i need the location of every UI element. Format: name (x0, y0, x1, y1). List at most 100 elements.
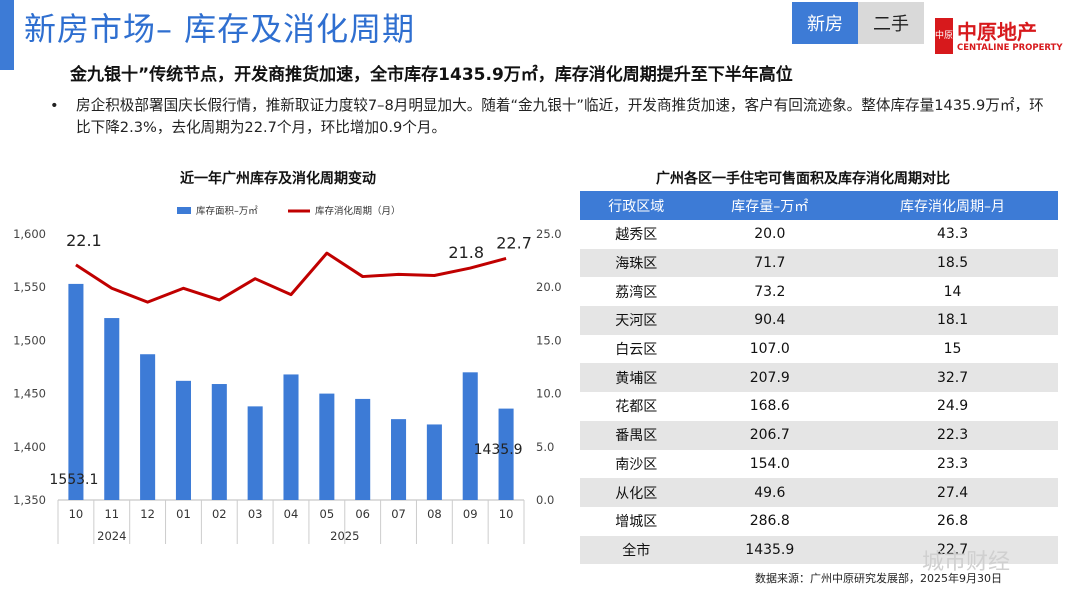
bar-inventory (462, 372, 478, 500)
table-total-row: 全市 1435.9 22.7 (580, 535, 1058, 565)
cell-inventory: 90.4 (692, 306, 848, 335)
bar-inventory (355, 398, 371, 500)
cell-inventory: 168.6 (692, 392, 848, 421)
table-title: 广州各区一手住宅可售面积及库存消化周期对比 (656, 171, 950, 187)
bar-inventory (104, 318, 120, 500)
y-left-tick-label: 1,400 (13, 440, 46, 454)
cell-inventory: 154.0 (692, 449, 848, 479)
market-tabs: 新房 二手 (792, 2, 924, 44)
y-left-tick-label: 1,500 (13, 333, 46, 347)
title-accent-bar (0, 0, 14, 70)
district-table: 行政区域 库存量–万㎡ 库存消化周期–月 越秀区 20.0 43.3 海珠区 71.7 1… (580, 191, 1058, 565)
x-tick-label: 12 (140, 507, 155, 521)
cell-inventory: 107.0 (692, 334, 848, 364)
centaline-logo: 中原 中原地产 CENTALINE PROPERTY (935, 16, 1075, 60)
inventory-chart: 库存面积–万㎡ 库存消化周期（月） 1,350 1,400 1,450 1,500 1,55… (13, 205, 562, 544)
cell-inventory: 49.6 (692, 478, 848, 507)
cell-inventory: 207.9 (692, 363, 848, 393)
cell-cycle: 32.7 (847, 363, 1058, 393)
cell-inventory: 73.2 (692, 277, 848, 307)
y-right-tick-label: 0.0 (536, 493, 554, 507)
y-left-tick-label: 1,350 (13, 493, 46, 507)
chart-title: 近一年广州库存及消化周期变动 (180, 171, 376, 187)
bullet-dot: • (50, 97, 59, 114)
cell-district: 白云区 (580, 334, 693, 364)
data-label: 22.7 (496, 233, 532, 252)
table-header-row: 行政区域 库存量–万㎡ 库存消化周期–月 (580, 191, 1058, 220)
headline: 金九银十”传统节点，开发商推货加速，全市库存1435.9万㎡，库存消化周期提升至… (70, 65, 793, 85)
cell-inventory: 286.8 (692, 506, 848, 536)
header-cycle: 库存消化周期–月 (847, 191, 1058, 220)
table-row: 增城区 286.8 26.8 (580, 506, 1058, 536)
y-right-tick-label: 20.0 (536, 280, 562, 294)
table-row: 从化区 49.6 27.4 (580, 478, 1058, 507)
cell-district: 从化区 (580, 478, 693, 507)
data-source: 数据来源：广州中原研究发展部，2025年9月30日 (755, 572, 1002, 585)
bar-inventory (140, 354, 156, 500)
cell-cycle: 18.5 (847, 248, 1058, 278)
x-tick-label: 10 (499, 507, 514, 521)
bar-inventory (498, 408, 514, 500)
cell-district: 番禺区 (580, 420, 693, 450)
cell-cycle: 22.3 (847, 420, 1058, 450)
y-left-tick-label: 1,550 (13, 280, 46, 294)
table-row: 荔湾区 73.2 14 (580, 277, 1058, 307)
cell-cycle: 22.7 (847, 535, 1058, 565)
cell-district: 全市 (580, 535, 693, 565)
cell-district: 南沙区 (580, 449, 693, 479)
bar-inventory (391, 419, 407, 500)
cell-inventory: 71.7 (692, 248, 848, 278)
year-label: 2024 (97, 529, 126, 543)
data-label: 22.1 (66, 231, 102, 250)
y-right-tick-label: 25.0 (536, 227, 562, 241)
header-inventory: 库存量–万㎡ (692, 191, 848, 220)
watermark: 城市财经 (922, 550, 1011, 575)
x-tick-label: 08 (427, 507, 442, 521)
cell-inventory: 206.7 (692, 420, 848, 450)
cell-district: 天河区 (580, 306, 693, 335)
bar-inventory (283, 374, 299, 500)
data-label: 1553.1 (49, 472, 98, 488)
cell-cycle: 27.4 (847, 478, 1058, 507)
cell-cycle: 24.9 (847, 392, 1058, 421)
cell-district: 黄埔区 (580, 363, 693, 393)
cell-district: 增城区 (580, 506, 693, 536)
x-tick-label: 06 (355, 507, 370, 521)
legend-bar-swatch (177, 207, 191, 214)
bar-inventory (247, 406, 263, 500)
cell-cycle: 15 (847, 334, 1058, 364)
table-row: 白云区 107.0 15 (580, 334, 1058, 364)
x-tick-label: 07 (391, 507, 406, 521)
y-right-tick-label: 5.0 (536, 440, 554, 454)
bar-inventory (211, 384, 227, 500)
tab-second-hand[interactable]: 二手 (858, 2, 924, 44)
x-tick-label: 05 (320, 507, 335, 521)
logo-mark: 中原 (935, 18, 953, 54)
table-row: 越秀区 20.0 43.3 (580, 220, 1058, 249)
x-tick-label: 11 (104, 507, 119, 521)
cell-cycle: 14 (847, 277, 1058, 307)
bar-inventory (426, 424, 442, 500)
table-row: 番禺区 206.7 22.3 (580, 420, 1058, 450)
cell-cycle: 18.1 (847, 306, 1058, 335)
legend-line-label: 库存消化周期（月） (315, 205, 401, 217)
line-cycle (75, 251, 507, 304)
table-row: 海珠区 71.7 18.5 (580, 248, 1058, 278)
cell-cycle: 23.3 (847, 449, 1058, 479)
table-row: 天河区 90.4 18.1 (580, 306, 1058, 335)
cell-inventory: 1435.9 (692, 535, 848, 565)
summary-text: 房企积极部署国庆长假行情，推新取证力度较7–8月明显加大。随着“金九银十”临近，… (76, 97, 1044, 136)
bar-inventory (68, 283, 84, 500)
bar-inventory (175, 380, 191, 500)
page-title: 新房市场– 库存及消化周期 (24, 10, 416, 48)
data-label: 21.8 (448, 243, 484, 262)
table-row: 南沙区 154.0 23.3 (580, 449, 1058, 479)
y-left-tick-label: 1,600 (13, 227, 46, 241)
cell-district: 越秀区 (580, 220, 693, 249)
data-label: 1435.9 (474, 442, 523, 458)
y-right-tick-label: 15.0 (536, 333, 562, 347)
logo-en-text: CENTALINE PROPERTY (957, 43, 1063, 53)
tab-new-homes[interactable]: 新房 (792, 2, 858, 44)
cell-district: 荔湾区 (580, 277, 693, 307)
cell-cycle: 43.3 (847, 220, 1058, 249)
